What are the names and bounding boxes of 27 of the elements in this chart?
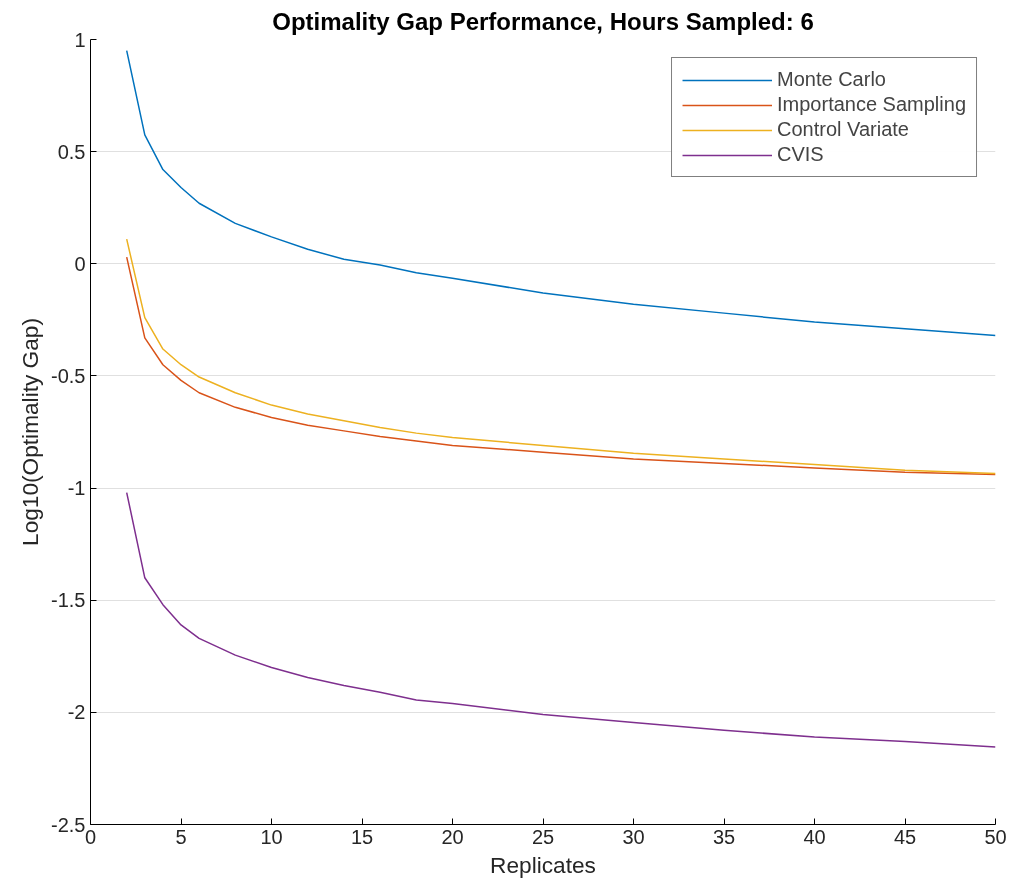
x-tick-label: 45	[893, 825, 917, 848]
y-tick-label: -0.5	[51, 364, 86, 387]
y-axis-title: Log10(Optimality Gap)	[17, 318, 44, 546]
y-tick-label: 0.5	[57, 140, 86, 163]
x-tick-label: 30	[622, 825, 645, 848]
y-tick-label: -1	[67, 477, 86, 500]
x-axis-title: Replicates	[490, 851, 596, 878]
line-series	[125, 491, 996, 748]
x-tick-label: 40	[803, 825, 826, 848]
x-tick-label: 25	[531, 825, 555, 848]
x-tick-label: 35	[712, 825, 736, 848]
x-tick-label: 10	[260, 825, 283, 848]
y-tick-label: 0	[74, 252, 86, 275]
y-tick-label: 1	[74, 28, 86, 51]
legend-label: Monte Carlo	[777, 68, 886, 91]
x-tick-label: 50	[984, 825, 1007, 848]
legend-label: Importance Sampling	[777, 93, 966, 116]
legend-label: Control Variate	[777, 118, 909, 141]
line-series	[125, 49, 996, 337]
y-tick-label: -1.5	[51, 589, 86, 612]
x-tick-label: 15	[350, 825, 374, 848]
x-tick-label: 5	[175, 825, 187, 848]
chart-title: Optimality Gap Performance, Hours Sampled: 6	[272, 7, 814, 35]
legend-label: CVIS	[777, 143, 824, 166]
y-tick-label: -2.5	[51, 813, 86, 836]
x-tick-label: 20	[441, 825, 464, 848]
y-tick-label: -2	[67, 701, 86, 724]
